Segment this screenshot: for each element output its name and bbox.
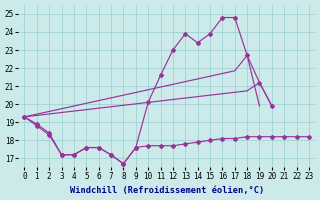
X-axis label: Windchill (Refroidissement éolien,°C): Windchill (Refroidissement éolien,°C): [69, 186, 264, 195]
